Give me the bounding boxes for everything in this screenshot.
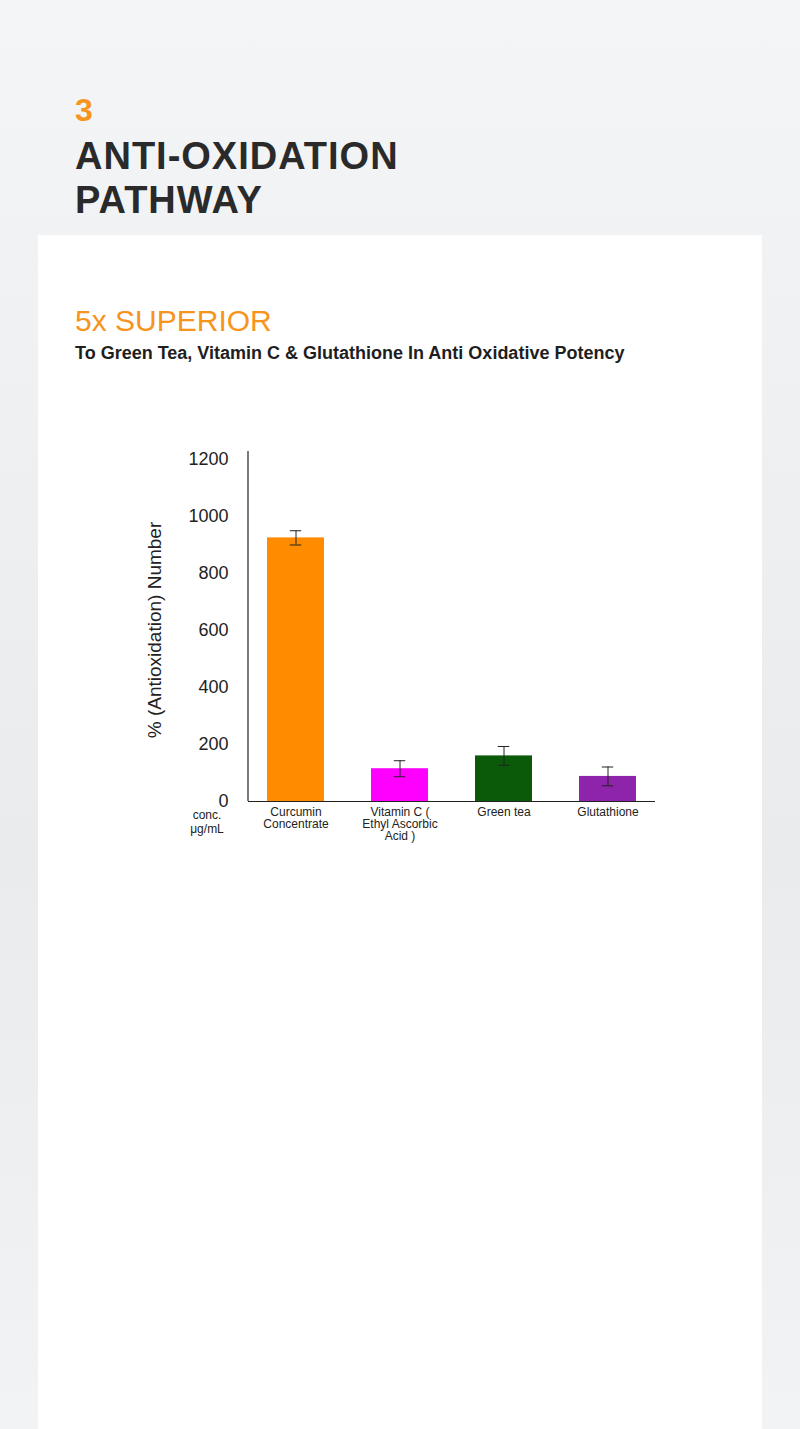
svg-text:800: 800: [198, 563, 228, 583]
svg-text:1200: 1200: [188, 449, 228, 469]
svg-text:Vitamin C (Ethyl AscorbicAcid: Vitamin C (Ethyl AscorbicAcid ): [362, 805, 437, 843]
html-text:To Green Tea, Vitamin C & Glut: To Green Tea, Vitamin C & Glutathione In…: [75, 343, 625, 363]
html-text:% (Antioxidation) Number: % (Antioxidation) Number: [144, 521, 165, 739]
svg-text:1000: 1000: [188, 506, 228, 526]
svg-text:400: 400: [198, 677, 228, 697]
html-text:ANTI-OXIDATION PATHWAY: ANTI-OXIDATION PATHWAY: [75, 135, 399, 221]
html-text:conc. μg/mL: conc. μg/mL: [190, 808, 224, 836]
html-text:3: 3: [75, 92, 93, 128]
svg-text:Glutathione: Glutathione: [577, 805, 639, 819]
html-text:5x SUPERIOR: 5x SUPERIOR: [75, 304, 272, 337]
svg-text:Green tea: Green tea: [477, 805, 531, 819]
svg-text:200: 200: [198, 734, 228, 754]
svg-text:0: 0: [218, 791, 229, 812]
svg-text:600: 600: [198, 620, 228, 640]
svg-text:CurcuminConcentrate: CurcuminConcentrate: [263, 805, 329, 831]
